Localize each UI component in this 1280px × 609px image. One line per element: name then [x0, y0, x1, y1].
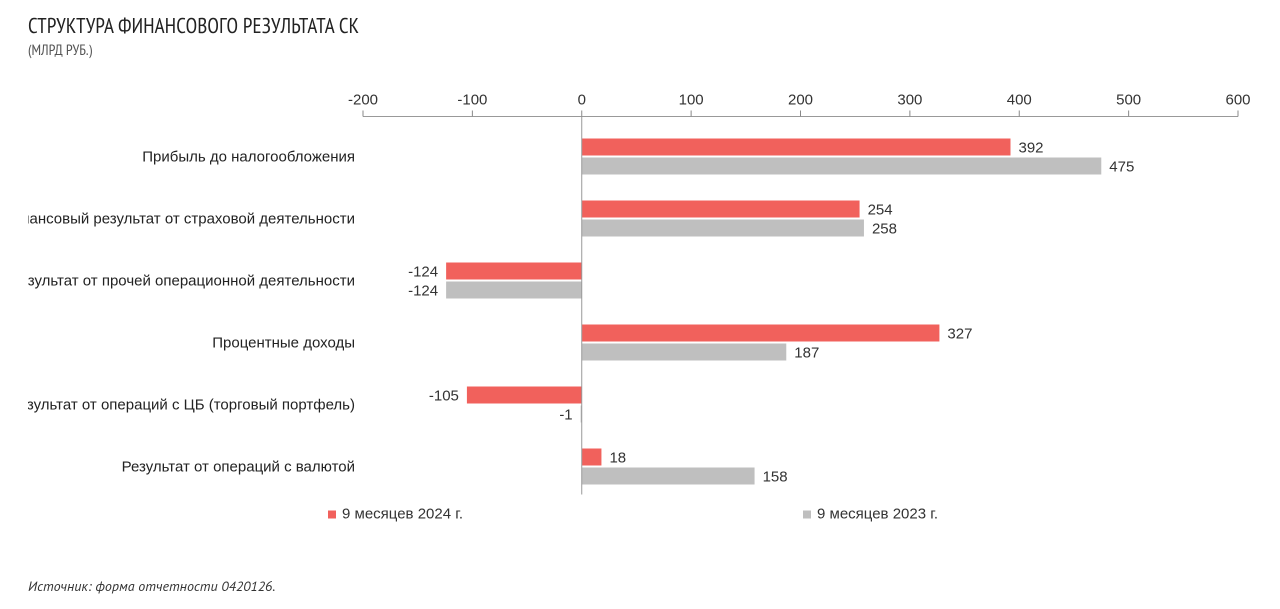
bar [582, 344, 787, 361]
bar-value: 187 [794, 345, 819, 362]
bar-value: 392 [1019, 140, 1044, 157]
source-note: Источник: форма отчетности 0420126. [28, 577, 275, 595]
x-tick-label: 400 [1007, 92, 1032, 109]
category-label: Результат от операций с валютой [122, 459, 355, 476]
x-tick-label: 500 [1116, 92, 1141, 109]
x-tick-label: 0 [578, 92, 586, 109]
category-label: Процентные доходы [212, 335, 355, 352]
chart-area: -200 -100 0 100 200 300 400 500 600 Прибыль до на… [28, 74, 1252, 559]
bar [582, 158, 1102, 175]
bar-value: 158 [763, 469, 788, 486]
bar [582, 201, 860, 218]
bar-value: 327 [947, 326, 972, 343]
bar [582, 220, 864, 237]
bar-chart: -200 -100 0 100 200 300 400 500 600 Прибыль до на… [28, 74, 1252, 559]
bar [582, 139, 1011, 156]
chart-subtitle: (МЛРД РУБ.) [28, 41, 1252, 60]
category-label: Финансовый результат от страховой деятел… [28, 211, 355, 228]
legend-label: 9 месяцев 2023 г. [817, 506, 938, 523]
bar [467, 387, 582, 404]
x-tick-label: -100 [457, 92, 487, 109]
x-tick-label: 600 [1225, 92, 1250, 109]
bar-value: -1 [559, 407, 572, 424]
category-label: Прибыль до налогообложения [142, 149, 355, 166]
legend-swatch [328, 511, 336, 519]
x-tick-label: 200 [788, 92, 813, 109]
bar-value: 254 [868, 202, 893, 219]
bar [446, 282, 582, 299]
bar-value: -105 [429, 388, 459, 405]
bar-value: -124 [408, 283, 438, 300]
bar [582, 449, 602, 466]
x-tick-label: 300 [897, 92, 922, 109]
bar-value: 18 [609, 450, 626, 467]
legend-swatch [803, 511, 811, 519]
x-tick-label: 100 [679, 92, 704, 109]
chart-title: СТРУКТУРА ФИНАНСОВОГО РЕЗУЛЬТАТА СК [28, 12, 1252, 39]
legend-label: 9 месяцев 2024 г. [342, 506, 463, 523]
bar [446, 263, 582, 280]
bar [582, 325, 940, 342]
category-label: Результат от операций с ЦБ (торговый пор… [28, 397, 355, 414]
bar-value: 475 [1109, 159, 1134, 176]
bar-value: -124 [408, 264, 438, 281]
category-label: Результат от прочей операционной деятель… [28, 273, 355, 290]
bar-value: 258 [872, 221, 897, 238]
bar [582, 468, 755, 485]
x-tick-label: -200 [348, 92, 378, 109]
